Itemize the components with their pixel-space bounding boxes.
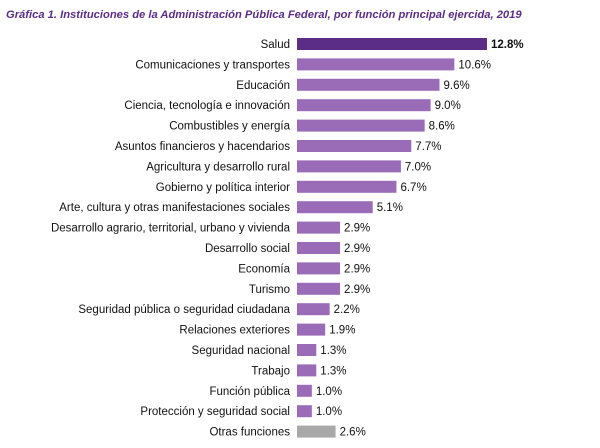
value-label: 6.7% <box>400 182 426 194</box>
value-label: 2.6% <box>340 427 366 439</box>
category-label: Desarrollo social <box>205 243 290 255</box>
value-label: 12.8% <box>491 39 524 51</box>
bar <box>297 425 336 438</box>
bar <box>297 201 373 214</box>
bar <box>297 180 397 193</box>
category-label: Economía <box>238 263 290 275</box>
bar <box>297 303 330 316</box>
category-label: Combustibles y energía <box>169 121 290 133</box>
category-label: Salud <box>261 39 290 51</box>
bar <box>297 344 317 356</box>
bar <box>297 384 312 397</box>
bar <box>297 99 431 112</box>
value-label: 5.1% <box>377 202 403 214</box>
value-label: 8.6% <box>429 121 455 133</box>
value-label: 2.9% <box>344 243 370 255</box>
category-label: Agricultura y desarrollo rural <box>146 161 290 173</box>
bar <box>297 405 312 418</box>
category-label: Asuntos financieros y hacendarios <box>115 141 290 153</box>
bar <box>297 221 341 234</box>
bar <box>297 119 425 132</box>
value-label: 1.0% <box>316 406 342 418</box>
bar <box>297 323 326 336</box>
bar <box>297 364 317 377</box>
value-label: 9.0% <box>435 100 461 112</box>
category-label: Arte, cultura y otras manifestaciones so… <box>59 202 290 214</box>
bar <box>297 282 341 295</box>
value-label: 9.6% <box>444 80 470 92</box>
category-label: Trabajo <box>251 365 290 377</box>
category-label: Función pública <box>209 386 290 398</box>
value-label: 2.9% <box>344 263 370 275</box>
bar <box>297 262 341 275</box>
category-label: Turismo <box>249 284 290 296</box>
category-label: Otras funciones <box>209 427 290 439</box>
value-label: 10.6% <box>458 59 491 71</box>
category-label: Ciencia, tecnología e innovación <box>124 100 290 112</box>
category-label: Seguridad nacional <box>192 345 290 357</box>
category-label: Protección y seguridad social <box>140 406 290 418</box>
chart-title: Gráfica 1. Instituciones de la Administr… <box>6 9 522 21</box>
category-label: Desarrollo agrario, territorial, urbano … <box>51 223 291 235</box>
value-label: 2.9% <box>344 223 370 235</box>
value-label: 1.9% <box>329 325 355 337</box>
bar <box>297 58 455 71</box>
value-label: 1.3% <box>320 365 346 377</box>
bars-group: Salud 12.8% Comunicaciones y transportes 10… <box>51 38 524 439</box>
bar <box>297 140 412 152</box>
value-label: 1.3% <box>320 345 346 357</box>
bar <box>297 38 487 50</box>
category-label: Seguridad pública o seguridad ciudadana <box>78 304 290 316</box>
value-label: 1.0% <box>316 386 342 398</box>
bar <box>297 242 341 254</box>
category-label: Educación <box>236 80 290 92</box>
bar <box>297 160 401 173</box>
category-label: Comunicaciones y transportes <box>135 59 290 71</box>
value-label: 2.2% <box>334 304 360 316</box>
value-label: 2.9% <box>344 284 370 296</box>
category-label: Gobierno y política interior <box>156 182 290 194</box>
value-label: 7.7% <box>415 141 441 153</box>
category-label: Relaciones exteriores <box>179 325 290 337</box>
value-label: 7.0% <box>405 161 431 173</box>
bar <box>297 78 440 91</box>
